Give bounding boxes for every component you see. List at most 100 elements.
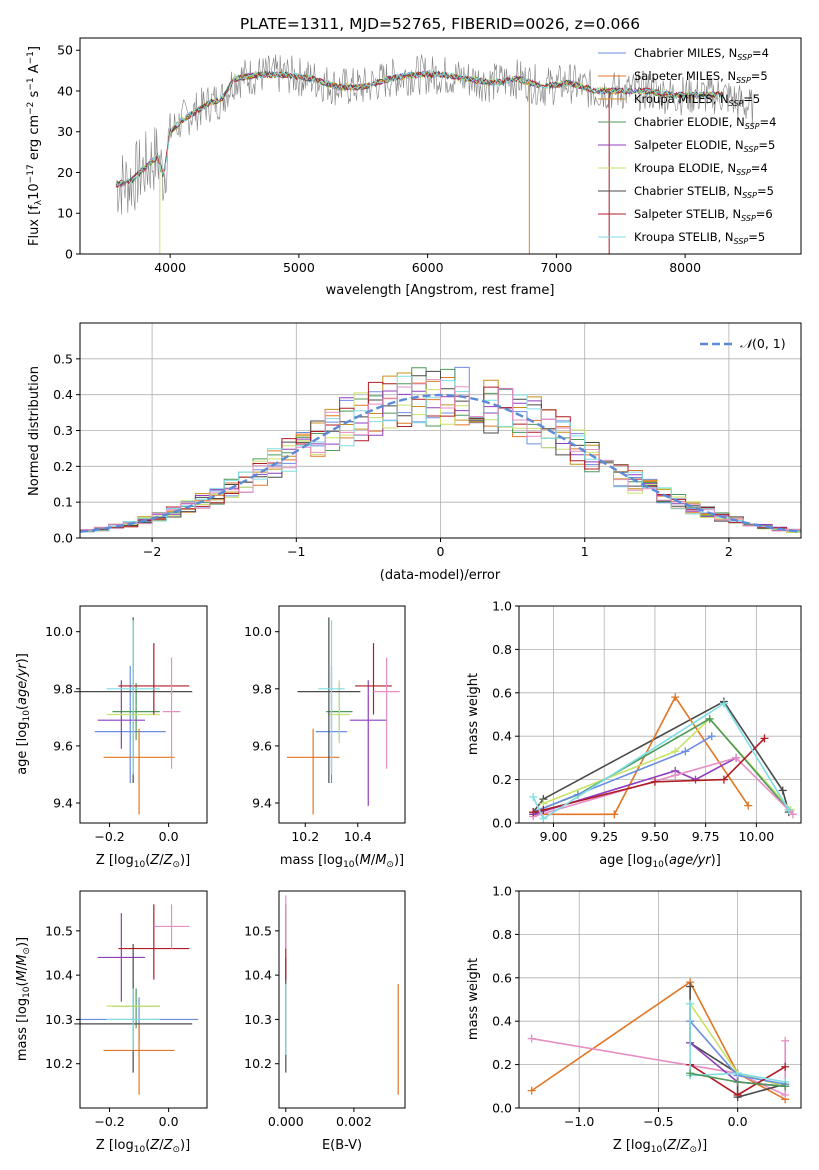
weight-line-salpeter-miles bbox=[531, 980, 786, 1101]
y-tick-label: 10.5 bbox=[244, 923, 272, 938]
mass-ebv-frame bbox=[278, 890, 406, 1109]
y-tick-label: 0 bbox=[65, 247, 73, 262]
weight-marker-chabrier-elodie bbox=[781, 1082, 790, 1091]
residual-ticks: −2 −1 0 1 2 0.0 0.1 0.2 0.3 0.4 0.5 bbox=[53, 351, 733, 559]
y-tick-label: 0.2 bbox=[492, 1057, 512, 1072]
weight-marker-chabrier-elodie bbox=[733, 1077, 742, 1086]
weight-marker-pink bbox=[788, 810, 797, 819]
weight-marker-pink bbox=[781, 1090, 790, 1099]
residual-ylabel: Normed distribution bbox=[27, 366, 42, 496]
spectrum-title: PLATE=1311, MJD=52765, FIBERID=0026, z=0… bbox=[240, 15, 640, 33]
weight-marker-salpeter-elodie bbox=[691, 775, 700, 784]
legend-label-kroupa-stelib: Kroupa STELIB, NSSP=5 bbox=[634, 230, 765, 246]
weight-line-chabrier-elodie bbox=[532, 717, 790, 813]
y-tick-label: 0.3 bbox=[53, 423, 73, 438]
x-tick-label: 0.000 bbox=[268, 1114, 304, 1129]
weight-marker-pink bbox=[671, 771, 680, 780]
weight-marker-pink bbox=[732, 753, 741, 762]
weight-marker-kroupa-elodie bbox=[671, 747, 680, 756]
weight-marker-pink bbox=[781, 1036, 790, 1045]
weight-marker-chabrier-miles bbox=[707, 732, 716, 741]
normal-reference-curve bbox=[79, 393, 802, 533]
y-tick-label: 0.0 bbox=[492, 816, 512, 831]
weight-marker-kroupa-stelib bbox=[529, 792, 538, 801]
weight-marker-kroupa-stelib bbox=[686, 999, 695, 1008]
weight-marker-salpeter-miles bbox=[610, 810, 619, 819]
mass-z-errorbars bbox=[74, 904, 199, 1095]
spectrum-ticks: 4000 5000 6000 7000 8000 0 10 20 30 40 50 bbox=[57, 43, 701, 275]
y-tick-label: 10 bbox=[57, 206, 73, 221]
x-tick-label: 0.002 bbox=[336, 1114, 372, 1129]
weight-marker-salpeter-stelib bbox=[529, 808, 538, 817]
mass-ebv-errorbars bbox=[285, 895, 399, 1095]
x-tick-label: −2 bbox=[143, 544, 161, 559]
weight-marker-kroupa-stelib bbox=[784, 805, 793, 814]
weight-z-xlabel: Z [log10(Z/Z⊙)] bbox=[613, 1138, 707, 1155]
legend-label-salpeter-stelib: Salpeter STELIB, NSSP=6 bbox=[634, 207, 773, 223]
y-tick-label: 1.0 bbox=[492, 599, 512, 614]
y-tick-label: 0.6 bbox=[492, 970, 512, 985]
y-tick-label: 20 bbox=[57, 165, 73, 180]
weight-marker-salpeter-miles bbox=[527, 1086, 536, 1095]
weight-marker-salpeter-stelib bbox=[781, 1062, 790, 1071]
y-tick-label: 9.8 bbox=[252, 681, 272, 696]
model-spectrum-kroupa-stelib bbox=[115, 71, 724, 187]
weight-z-ticks: −1.0 −0.5 0.0 0.0 0.2 0.4 0.6 0.8 1.0 bbox=[492, 884, 748, 1130]
weight-marker-salpeter-stelib bbox=[719, 775, 728, 784]
x-tick-label: −1.0 bbox=[564, 1114, 594, 1129]
age-z-ticks: −0.2 0.0 9.4 9.6 9.8 10.0 bbox=[45, 624, 178, 844]
x-tick-label: 9.50 bbox=[641, 829, 669, 844]
x-tick-label: −0.2 bbox=[94, 1114, 124, 1129]
x-tick-label: 5000 bbox=[283, 260, 315, 275]
x-tick-label: 2 bbox=[725, 544, 733, 559]
residual-xlabel: (data-model)/error bbox=[380, 568, 501, 583]
age-z-frame bbox=[79, 605, 208, 824]
x-tick-label: 7000 bbox=[540, 260, 572, 275]
weight-z-frame bbox=[518, 890, 802, 1109]
weight-age-series bbox=[529, 693, 797, 823]
age-mass-errorbars bbox=[286, 617, 400, 815]
mass-ebv-ticks: 0.000 0.002 10.2 10.3 10.4 10.5 bbox=[244, 923, 372, 1129]
x-tick-label: 10.2 bbox=[291, 829, 319, 844]
weight-age-frame bbox=[518, 605, 802, 824]
mass-z-xlabel: Z [log10(Z/Z⊙)] bbox=[96, 1138, 190, 1155]
y-tick-label: 0.8 bbox=[492, 642, 512, 657]
y-tick-label: 10.4 bbox=[244, 968, 272, 983]
y-tick-label: 0.0 bbox=[492, 1101, 512, 1116]
y-tick-label: 10.4 bbox=[45, 968, 73, 983]
weight-marker-chabrier-miles bbox=[681, 747, 690, 756]
weight-age-xlabel: age [log10(age/yr)] bbox=[599, 853, 721, 870]
model-spectrum-chabrier-stelib bbox=[115, 70, 724, 186]
y-tick-label: 10.0 bbox=[45, 624, 73, 639]
weight-marker-chabrier-elodie bbox=[705, 714, 714, 723]
y-tick-label: 0.2 bbox=[53, 459, 73, 474]
legend-label-kroupa-elodie: Kroupa ELODIE, NSSP=4 bbox=[634, 161, 768, 177]
weight-marker-pink bbox=[527, 1034, 536, 1043]
age-mass-frame bbox=[278, 605, 406, 824]
weight-vs-age-panel: 9.00 9.25 9.50 9.75 10.000.00.20.40.60.81.0 … bbox=[466, 599, 802, 870]
mass-z-frame bbox=[79, 890, 208, 1109]
y-tick-label: 0.0 bbox=[53, 531, 73, 546]
weight-marker-salpeter-miles bbox=[744, 801, 753, 810]
y-tick-label: 10.2 bbox=[244, 1056, 272, 1071]
y-tick-label: 0.4 bbox=[492, 1014, 512, 1029]
weight-marker-kroupa-stelib bbox=[733, 1069, 742, 1078]
normal-legend-label: 𝒩(0, 1) bbox=[740, 336, 786, 351]
age-mass-xlabel: mass [log10(M/M⊙)] bbox=[280, 853, 404, 870]
weight-z-ylabel: mass weight bbox=[466, 958, 481, 1040]
residual-legend: 𝒩(0, 1) bbox=[700, 336, 786, 351]
legend-label-salpeter-miles: Salpeter MILES, NSSP=5 bbox=[634, 69, 768, 85]
weight-line-salpeter-elodie bbox=[532, 757, 737, 816]
spectrum-frame bbox=[79, 37, 802, 255]
legend-label-chabrier-elodie: Chabrier ELODIE, NSSP=4 bbox=[634, 115, 776, 131]
spectrum-legend: Chabrier MILES, NSSP=4 Salpeter MILES, NS… bbox=[598, 46, 776, 246]
x-tick-label: 10.00 bbox=[738, 829, 774, 844]
legend-label-chabrier-miles: Chabrier MILES, NSSP=4 bbox=[634, 46, 769, 62]
weight-marker-salpeter-stelib bbox=[539, 805, 548, 814]
y-tick-label: 0.2 bbox=[492, 772, 512, 787]
y-tick-label: 40 bbox=[57, 83, 73, 98]
y-tick-label: 9.8 bbox=[53, 681, 73, 696]
x-tick-label: 9.00 bbox=[540, 829, 568, 844]
y-tick-label: 0.4 bbox=[492, 729, 512, 744]
